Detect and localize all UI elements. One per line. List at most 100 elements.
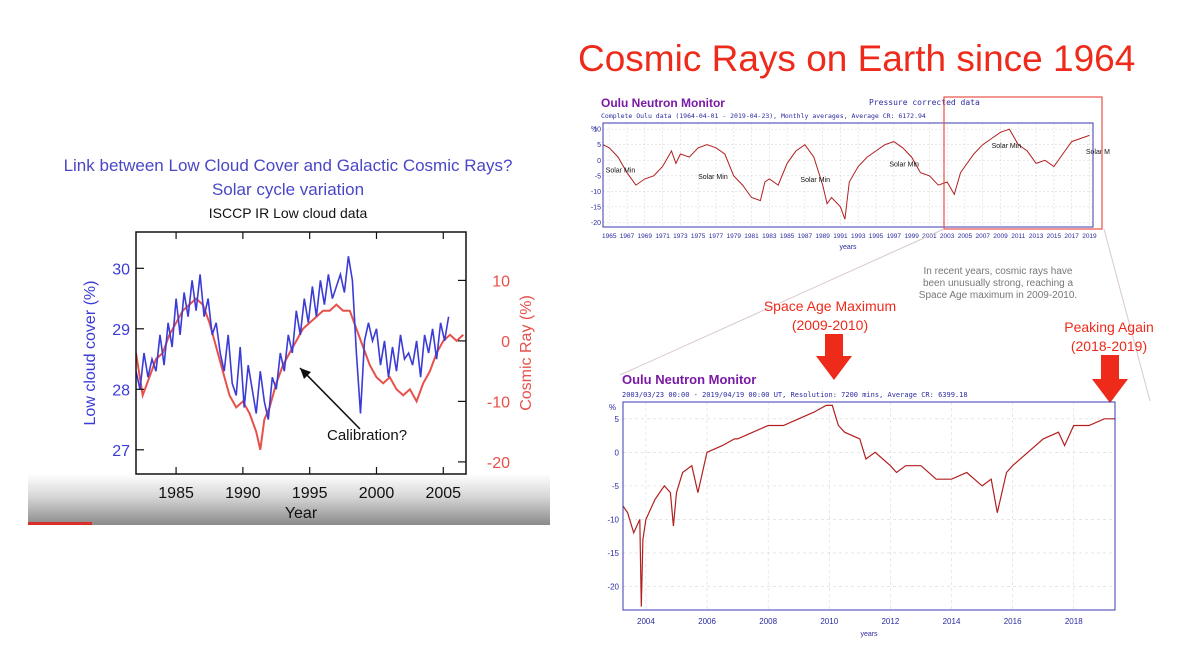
x-tick-label: 1981 xyxy=(744,233,759,240)
x-tick-label: 2001 xyxy=(922,233,937,240)
y-tick-label: 10 xyxy=(593,127,601,134)
solar-min-label: Solar Min xyxy=(1086,149,1110,156)
left-heading: Link between Low Cloud Cover and Galacti… xyxy=(63,156,513,175)
cosmic-ray-series-line xyxy=(136,297,464,451)
x-tick-label: 1965 xyxy=(602,233,617,240)
x-tick-label: 1989 xyxy=(815,233,830,240)
x-tick-label: 2011 xyxy=(1011,233,1025,240)
callout-line: Space Age Maximum xyxy=(763,298,897,314)
chart-title: Oulu Neutron Monitor xyxy=(601,96,725,110)
solar-min-label: Solar Min xyxy=(698,174,728,181)
x-tick-label: 1975 xyxy=(691,233,706,240)
y-tick-label: -10 xyxy=(591,189,601,196)
highlight-box xyxy=(943,96,1103,230)
y-tick-label: 28 xyxy=(112,382,130,399)
chart-subtitle: 2003/03/23 00:00 - 2019/04/19 00:00 UT, … xyxy=(622,391,968,399)
plot-frame xyxy=(622,401,1116,611)
y-tick-label: -10 xyxy=(607,515,619,524)
chart-footer-band xyxy=(28,474,550,525)
left-subheading: Solar cycle variation xyxy=(211,180,365,199)
y-tick-label: -20 xyxy=(607,583,619,592)
x-tick-label: 2000 xyxy=(359,485,395,502)
down-arrow-icon xyxy=(1092,355,1128,403)
oulu-recent-chart: Oulu Neutron Monitor 2003/03/23 00:00 - 2… xyxy=(607,372,1116,638)
x-tick-label: 2018 xyxy=(1065,617,1083,626)
cloud-cosmic-chart: 1985 1990 1995 2000 2005 27 28 29 30 -20 -10 0 10 Yea… xyxy=(28,231,550,525)
solar-min-label: Solar Min xyxy=(992,143,1022,150)
y-tick-label: -20 xyxy=(591,220,601,227)
x-tick-label: 1971 xyxy=(655,233,670,240)
x-axis-label: years xyxy=(839,244,857,251)
x-tick-label: 2014 xyxy=(943,617,961,626)
x-tick-label: 2012 xyxy=(881,617,899,626)
x-tick-label: 2016 xyxy=(1004,617,1022,626)
x-tick-label: 2019 xyxy=(1082,233,1097,240)
pressure-label: Pressure corrected data xyxy=(869,98,980,107)
x-tick-label: 2008 xyxy=(759,617,777,626)
x-tick-label: 1973 xyxy=(673,233,688,240)
x-tick-label: 2010 xyxy=(820,617,838,626)
x-axis-label: Year xyxy=(285,505,318,522)
zoom-guides xyxy=(619,228,1151,402)
chart-title: Oulu Neutron Monitor xyxy=(622,372,756,387)
x-tick-label: 2005 xyxy=(425,485,461,502)
x-tick-label: 1977 xyxy=(709,233,724,240)
x-tick-label: 1997 xyxy=(887,233,902,240)
solar-min-label: Solar Min xyxy=(889,161,919,168)
plot-frame xyxy=(602,122,1094,228)
x-tick-label: 2009 xyxy=(993,233,1008,240)
y-right-tick-label: 10 xyxy=(492,273,510,290)
calibration-annotation: Calibration? xyxy=(327,427,407,444)
y-tick-label: -5 xyxy=(595,173,601,180)
x-tick-label: 2004 xyxy=(637,617,655,626)
y-tick-label: 30 xyxy=(112,261,130,278)
y-tick-label: 0 xyxy=(597,158,601,165)
x-tick-label: 2015 xyxy=(1047,233,1062,240)
callout-line: (2018-2019) xyxy=(1070,338,1148,354)
peaking-again-callout: Peaking Again (2018-2019) xyxy=(1034,318,1184,356)
y-right-axis-label: Cosmic Ray (%) xyxy=(518,295,535,411)
callout-line: (2009-2010) xyxy=(791,317,869,333)
oulu-monthly-chart: Solar Min Solar Min Solar Min Solar Min Sola… xyxy=(591,96,1110,251)
x-tick-label: 2007 xyxy=(975,233,990,240)
y-tick-label: 29 xyxy=(112,322,130,339)
x-tick-label: 2005 xyxy=(958,233,973,240)
annotation-arrowhead xyxy=(300,368,311,379)
y-axis-label: % xyxy=(591,126,597,133)
y-tick-label: 0 xyxy=(615,448,620,457)
y-right-tick-label: -10 xyxy=(487,394,510,411)
solar-min-label: Solar Min xyxy=(800,177,830,184)
chart-subtitle: Complete Oulu data (1964-04-01 - 2019-04… xyxy=(601,112,926,120)
x-tick-label: 2006 xyxy=(698,617,716,626)
y-tick-label: 27 xyxy=(112,443,130,460)
x-tick-label: 2013 xyxy=(1029,233,1044,240)
x-tick-label: 1985 xyxy=(158,485,194,502)
x-axis-label: years xyxy=(860,631,878,638)
y-tick-label: 5 xyxy=(597,142,601,149)
y-axis-label: Low cloud cover (%) xyxy=(82,281,99,426)
annotation-arrow xyxy=(299,367,361,430)
x-tick-label: 1991 xyxy=(833,233,848,240)
x-tick-label: 1985 xyxy=(780,233,795,240)
down-arrow-icon xyxy=(816,334,852,380)
callout-line: Peaking Again xyxy=(1064,319,1154,335)
y-right-tick-label: 0 xyxy=(501,334,510,351)
left-chart-subtitle: ISCCP IR Low cloud data xyxy=(208,205,368,221)
x-tick-label: 1993 xyxy=(851,233,866,240)
x-tick-label: 2003 xyxy=(940,233,955,240)
progress-mark xyxy=(28,522,92,525)
x-tick-label: 1990 xyxy=(225,485,261,502)
x-tick-label: 1995 xyxy=(292,485,328,502)
oulu-monthly-series-line xyxy=(602,128,1090,220)
y-tick-label: -15 xyxy=(591,204,601,211)
y-right-tick-label: -20 xyxy=(487,455,510,472)
x-tick-label: 1983 xyxy=(762,233,777,240)
low-cloud-series-line xyxy=(136,256,450,420)
x-tick-label: 1967 xyxy=(620,233,635,240)
main-title: Cosmic Rays on Earth since 1964 xyxy=(578,38,1136,79)
space-age-note: In recent years, cosmic rays have been u… xyxy=(918,266,1078,301)
solar-min-label: Solar Min xyxy=(606,168,636,175)
x-tick-label: 1999 xyxy=(904,233,919,240)
y-tick-label: -15 xyxy=(607,549,619,558)
y-tick-label: 5 xyxy=(615,415,620,424)
